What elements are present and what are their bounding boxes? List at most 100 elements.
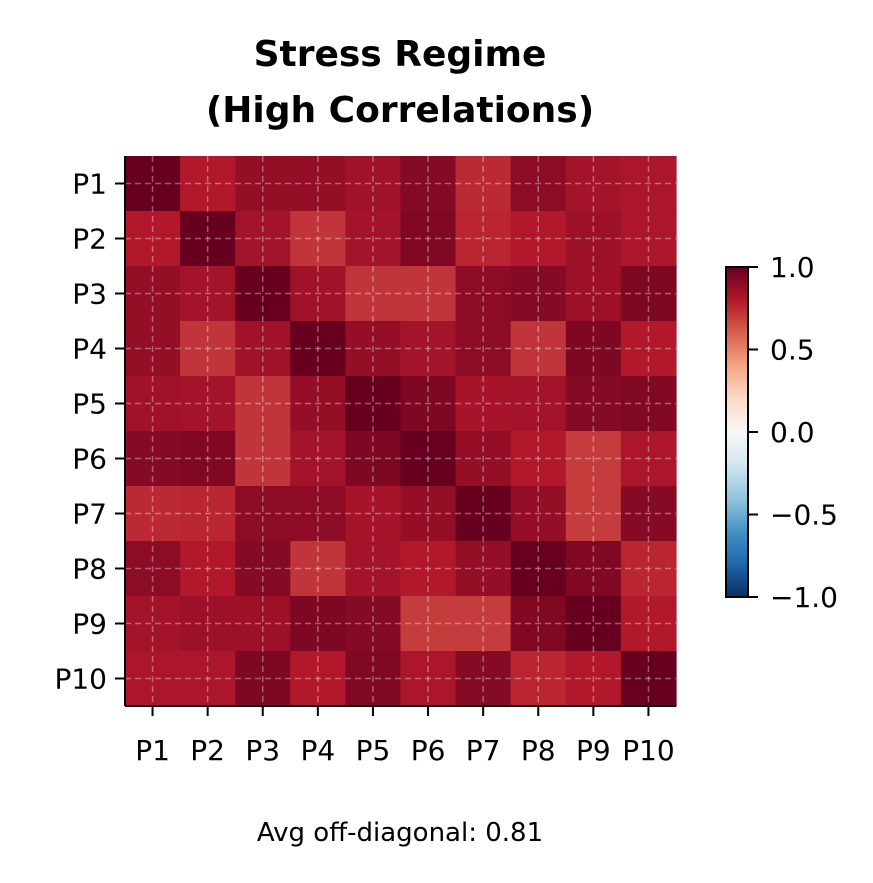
colorbar-tick-label: 0.5 xyxy=(770,334,815,367)
x-tick-label: P2 xyxy=(190,734,225,767)
heatmap-cell-P5-P4 xyxy=(290,376,346,432)
heatmap-cell-P9-P5 xyxy=(345,596,402,652)
heatmap-cell-P6-P2 xyxy=(180,431,236,487)
heatmap-cell-P5-P2 xyxy=(180,376,236,432)
heatmap-cell-P7-P5 xyxy=(345,486,402,542)
colorbar-tick-label: 1.0 xyxy=(770,251,815,284)
heatmap-cell-P10-P10 xyxy=(620,651,677,707)
heatmap-cell-P9-P9 xyxy=(565,596,622,652)
y-tick-label: P10 xyxy=(54,663,107,696)
heatmap-cell-P6-P3 xyxy=(235,431,291,487)
heatmap-cell-P3-P5 xyxy=(345,266,402,322)
heatmap-cell-P7-P2 xyxy=(180,486,236,542)
heatmap-cell-P5-P5 xyxy=(345,376,402,432)
heatmap-cell-P7-P6 xyxy=(400,486,457,542)
heatmap-cell-P10-P1 xyxy=(125,651,181,707)
heatmap-cell-P10-P2 xyxy=(180,651,236,707)
heatmap-cell-P3-P3 xyxy=(235,266,291,322)
heatmap-cell-P6-P6 xyxy=(400,431,457,487)
heatmap-cell-P3-P2 xyxy=(180,266,236,322)
heatmap-cell-P10-P4 xyxy=(290,651,346,707)
heatmap-cell-P2-P2 xyxy=(180,211,236,267)
heatmap-cell-P8-P8 xyxy=(510,541,567,597)
y-tick-label: P2 xyxy=(72,223,107,256)
heatmap-cell-P6-P5 xyxy=(345,431,402,487)
x-tick-label: P1 xyxy=(135,734,170,767)
heatmap-cell-P7-P8 xyxy=(510,486,567,542)
heatmap-cell-P2-P8 xyxy=(510,211,567,267)
heatmap-cell-P3-P4 xyxy=(290,266,346,322)
heatmap-cell-P2-P7 xyxy=(455,211,512,267)
heatmap-cell-P7-P4 xyxy=(290,486,346,542)
heatmap-cell-P5-P1 xyxy=(125,376,181,432)
colorbar-tick-label: −0.5 xyxy=(770,499,838,532)
heatmap-gridlines xyxy=(125,156,676,706)
heatmap-cell-P7-P3 xyxy=(235,486,291,542)
heatmap-cell-P2-P4 xyxy=(290,211,346,267)
x-tick-label: P7 xyxy=(466,734,501,767)
heatmap-cell-P4-P1 xyxy=(125,321,181,377)
heatmap-cell-P8-P9 xyxy=(565,541,622,597)
heatmap-cell-P2-P5 xyxy=(345,211,402,267)
heatmap-cell-P1-P8 xyxy=(510,156,567,212)
heatmap-cell-P8-P2 xyxy=(180,541,236,597)
heatmap-cell-P8-P5 xyxy=(345,541,402,597)
heatmap-cell-P9-P8 xyxy=(510,596,567,652)
heatmap-cell-P10-P3 xyxy=(235,651,291,707)
heatmap-cell-P8-P10 xyxy=(620,541,677,597)
heatmap-cell-P3-P10 xyxy=(620,266,677,322)
heatmap-cell-P7-P9 xyxy=(565,486,622,542)
heatmap-cell-P1-P1 xyxy=(125,156,181,212)
x-tick-label: P3 xyxy=(245,734,280,767)
colorbar-tick-label: 0.0 xyxy=(770,416,815,449)
y-tick-label: P7 xyxy=(72,498,107,531)
heatmap-cell-P1-P9 xyxy=(565,156,622,212)
y-tick-label: P4 xyxy=(72,333,107,366)
heatmap-cell-P4-P7 xyxy=(455,321,512,377)
heatmap-cell-P9-P4 xyxy=(290,596,346,652)
heatmap-cell-P9-P3 xyxy=(235,596,291,652)
heatmap-cell-P8-P1 xyxy=(125,541,181,597)
heatmap-cell-P7-P7 xyxy=(455,486,512,542)
chart-title-line-2: (High Correlations) xyxy=(206,90,594,131)
y-tick-label: P1 xyxy=(72,168,107,201)
heatmap-cell-P4-P10 xyxy=(620,321,677,377)
heatmap-cell-P10-P7 xyxy=(455,651,512,707)
colorbar-tick-label: −1.0 xyxy=(770,581,838,614)
x-tick-label: P9 xyxy=(576,734,611,767)
heatmap-cell-P10-P6 xyxy=(400,651,457,707)
heatmap-cell-P1-P2 xyxy=(180,156,236,212)
heatmap-cell-P4-P9 xyxy=(565,321,622,377)
chart-title-line-1: Stress Regime xyxy=(254,34,547,75)
heatmap-cell-P8-P3 xyxy=(235,541,291,597)
heatmap-cell-P7-P10 xyxy=(620,486,677,542)
heatmap-cell-P9-P2 xyxy=(180,596,236,652)
heatmap-cell-P2-P9 xyxy=(565,211,622,267)
y-tick-label: P5 xyxy=(72,388,107,421)
heatmap-cell-P5-P10 xyxy=(620,376,677,432)
heatmap-cell-P7-P1 xyxy=(125,486,181,542)
y-tick-label: P6 xyxy=(72,443,107,476)
heatmap-cell-P3-P6 xyxy=(400,266,457,322)
heatmap-cell-P10-P8 xyxy=(510,651,567,707)
heatmap-cell-P4-P3 xyxy=(235,321,291,377)
colorbar xyxy=(725,266,749,598)
y-tick-label: P3 xyxy=(72,278,107,311)
y-tick-label: P9 xyxy=(72,608,107,641)
heatmap-cell-P8-P4 xyxy=(290,541,346,597)
heatmap-cell-P1-P4 xyxy=(290,156,346,212)
heatmap-cell-P3-P8 xyxy=(510,266,567,322)
x-tick-label: P8 xyxy=(521,734,556,767)
heatmap-cell-P9-P6 xyxy=(400,596,457,652)
heatmap-cell-P8-P7 xyxy=(455,541,512,597)
heatmap-cell-P9-P10 xyxy=(620,596,677,652)
heatmap-cell-P10-P5 xyxy=(345,651,402,707)
x-tick-label: P6 xyxy=(411,734,446,767)
y-axis-ticks: P1 P2 P3 P4 P5 P6 P7 P8 P9 P10 xyxy=(54,168,125,696)
heatmap-cell-P3-P9 xyxy=(565,266,622,322)
heatmap-cell-P10-P9 xyxy=(565,651,622,707)
heatmap-cell-P1-P3 xyxy=(235,156,291,212)
x-axis-ticks: P1 P2 P3 P4 P5 P6 P7 P8 P9 P10 xyxy=(135,706,675,767)
heatmap-cell-P4-P6 xyxy=(400,321,457,377)
heatmap-cell-P3-P7 xyxy=(455,266,512,322)
